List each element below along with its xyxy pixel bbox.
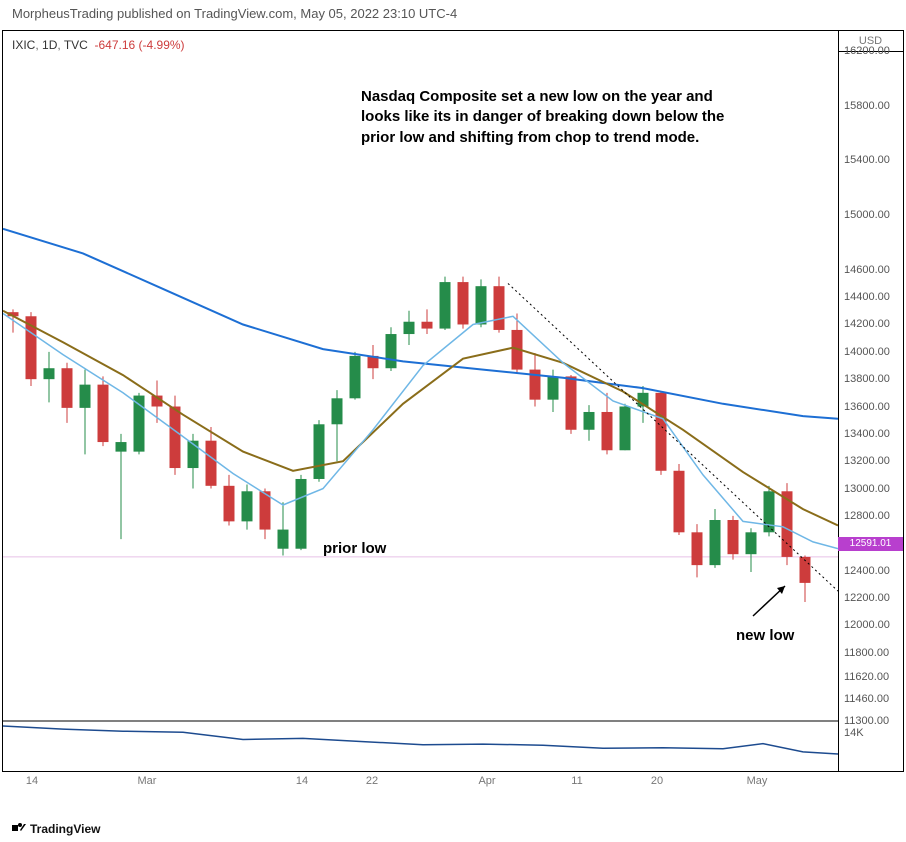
y-tick: 14200.00	[844, 318, 890, 330]
prior-low-label: prior low	[323, 539, 386, 559]
site-name: TradingView.com	[194, 6, 293, 21]
tradingview-brand: TradingView	[12, 821, 100, 836]
headline-annotation: Nasdaq Composite set a new low on the ye…	[361, 87, 741, 148]
y-tick: 14600.00	[844, 264, 890, 276]
publisher: MorpheusTrading	[12, 6, 113, 21]
y-tick: 13000.00	[844, 483, 890, 495]
x-tick: Apr	[478, 775, 495, 787]
x-tick: 20	[651, 775, 663, 787]
y-tick: 11800.00	[844, 647, 889, 659]
x-tick: May	[747, 775, 768, 787]
tradingview-icon	[12, 821, 26, 835]
date-axis: 14 Mar 14 22 Apr 11 20 May	[2, 771, 837, 793]
y-tick: 15400.00	[844, 154, 890, 166]
y-tick: 12200.00	[844, 592, 890, 604]
y-tick: 13200.00	[844, 455, 890, 467]
price-axis: USD 16200.0015800.0015400.0015000.001460…	[838, 30, 904, 772]
y-tick: 11620.00	[844, 671, 889, 683]
brand-text: TradingView	[30, 822, 100, 836]
published-word: published on	[117, 6, 191, 21]
y-tick: 13400.00	[844, 428, 890, 440]
y-tick: 13600.00	[844, 401, 890, 413]
publish-datetime: May 05, 2022 23:10 UTC-4	[300, 6, 457, 21]
y-tick: 11460.00	[844, 693, 889, 705]
y-tick: 12000.00	[844, 619, 890, 631]
y-tick: 15800.00	[844, 100, 890, 112]
y-tick: 12800.00	[844, 510, 890, 522]
x-tick: Mar	[138, 775, 157, 787]
x-tick: 14	[296, 775, 308, 787]
y-tick: 15000.00	[844, 209, 890, 221]
y-tick: 11300.00	[844, 715, 889, 727]
y-tick: 14400.00	[844, 291, 890, 303]
vol-tick: 14K	[844, 727, 864, 739]
y-tick: 14000.00	[844, 346, 890, 358]
chart-frame: Nasdaq Composite set a new low on the ye…	[2, 30, 839, 772]
last-price-tag: 12591.01	[838, 537, 903, 551]
y-tick: 13800.00	[844, 373, 890, 385]
x-tick: 11	[571, 775, 582, 787]
x-tick: 22	[366, 775, 378, 787]
new-low-label: new low	[736, 626, 794, 646]
publish-header: MorpheusTrading published on TradingView…	[12, 6, 457, 21]
x-tick: 14	[26, 775, 38, 787]
y-tick: 12400.00	[844, 565, 890, 577]
y-tick: 16200.00	[844, 45, 890, 57]
